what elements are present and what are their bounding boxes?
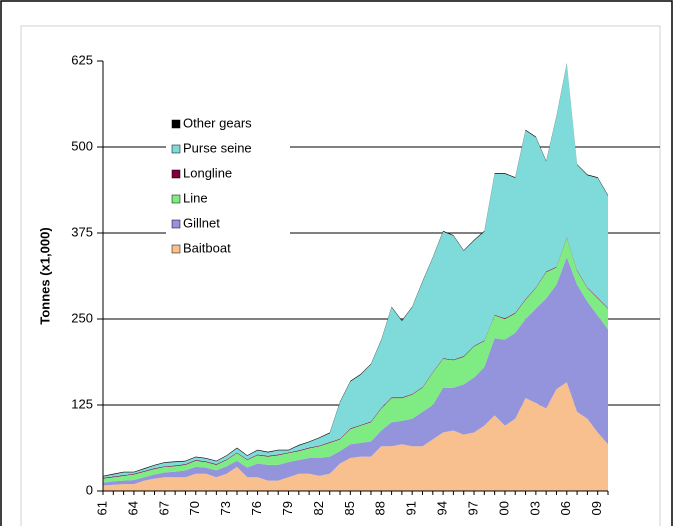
legend-label: Purse seine <box>183 140 252 155</box>
x-tick-label: 82 <box>311 501 326 515</box>
y-tick-label: 625 <box>71 52 93 67</box>
x-tick-label: 06 <box>558 501 573 515</box>
legend-label: Gillnet <box>183 215 220 230</box>
x-tick-label: 85 <box>342 501 357 515</box>
x-tick-label: 97 <box>465 501 480 515</box>
y-tick-label: 250 <box>71 310 93 325</box>
x-tick-label: 03 <box>527 501 542 515</box>
legend-background <box>166 112 290 260</box>
x-tick-label: 94 <box>435 501 450 515</box>
x-tick-label: 61 <box>94 501 109 515</box>
x-tick-label: 73 <box>218 501 233 515</box>
x-tick-label: 67 <box>156 501 171 515</box>
legend-swatch <box>171 144 181 154</box>
area <box>103 382 608 491</box>
legend-label: Line <box>183 190 208 205</box>
areas <box>103 63 608 491</box>
x-tick-label: 70 <box>187 501 202 515</box>
y-tick-label: 125 <box>71 396 93 411</box>
x-tick-label: 64 <box>125 501 140 515</box>
legend-swatch <box>171 219 181 229</box>
legend: Other gears Purse seine Longline Line Gillne… <box>166 112 290 260</box>
legend-label: Longline <box>183 165 232 180</box>
x-tick-label: 76 <box>249 501 264 515</box>
x-tick-label: 00 <box>496 501 511 515</box>
legend-swatch <box>171 119 181 129</box>
y-tick-label: 375 <box>71 224 93 239</box>
axes: 0 125 250 375 500 625 61 64 67 70 73 76 79 82 85 88 91 94… <box>71 52 609 515</box>
y-tick-label: 0 <box>86 482 93 497</box>
legend-swatch <box>171 244 181 254</box>
legend-label: Other gears <box>183 115 252 130</box>
legend-swatch <box>171 169 181 179</box>
x-tick-label: 88 <box>373 501 388 515</box>
chart-area <box>20 25 661 526</box>
area <box>103 257 608 486</box>
legend-label: Baitboat <box>183 240 231 255</box>
y-tick-label: 500 <box>71 138 93 153</box>
y-axis-title: Tonnes (x1,000) <box>37 227 52 324</box>
area <box>103 63 608 478</box>
x-tick-label: 09 <box>589 501 604 515</box>
x-tick-label: 91 <box>404 501 419 515</box>
x-tick-label: 79 <box>280 501 295 515</box>
legend-swatch <box>171 194 181 204</box>
area <box>103 237 608 483</box>
